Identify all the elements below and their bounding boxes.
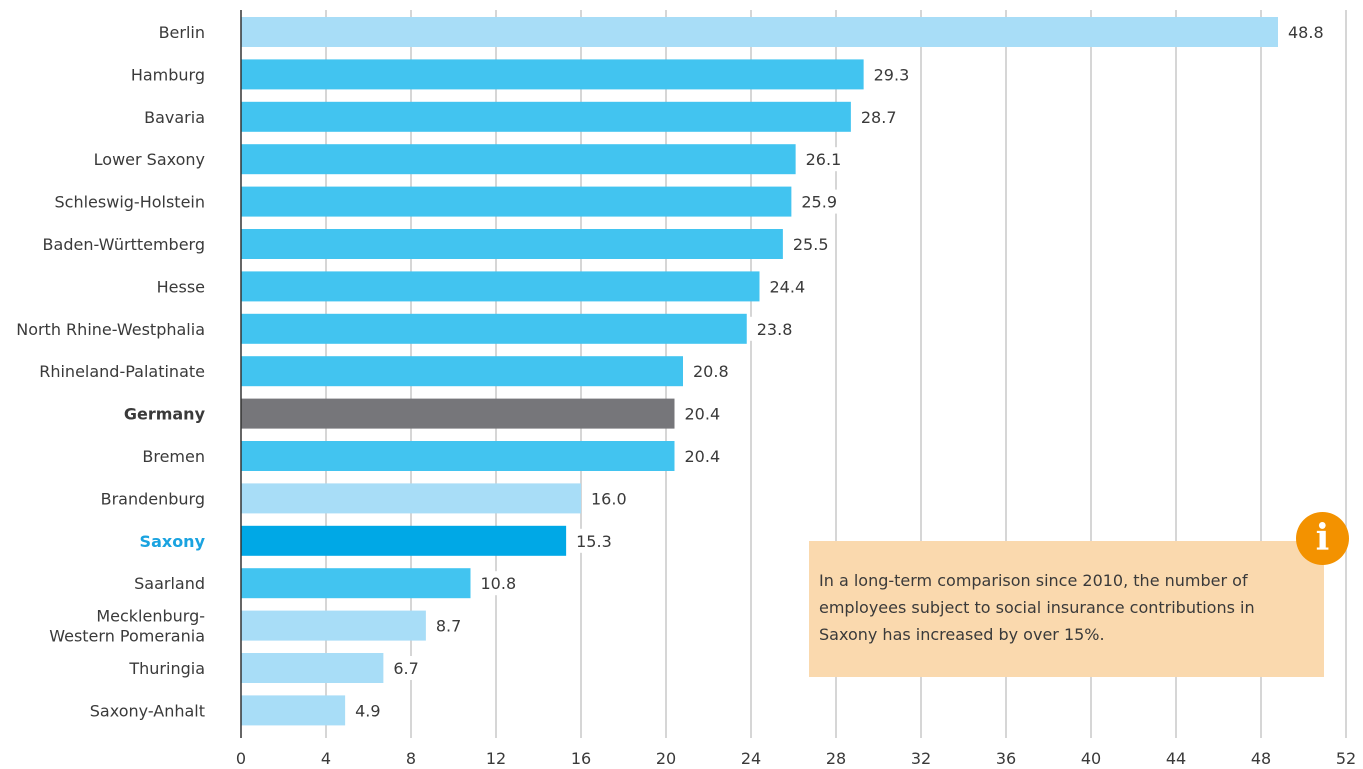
value-label-bg xyxy=(748,316,799,341)
value-label: 26.1 xyxy=(806,150,842,169)
category-label: Thuringia xyxy=(128,659,205,678)
category-label: Hesse xyxy=(157,277,205,296)
value-label-bg xyxy=(676,401,727,426)
value-label-bg xyxy=(583,486,633,511)
bar xyxy=(241,271,760,302)
bar xyxy=(241,483,581,514)
x-tick-label: 4 xyxy=(321,749,331,768)
value-label: 24.4 xyxy=(770,277,806,296)
value-label: 15.3 xyxy=(576,532,612,551)
x-tick-label: 28 xyxy=(826,749,846,768)
bar xyxy=(241,398,675,429)
category-label: Schleswig-Holstein xyxy=(55,193,205,212)
value-label: 6.7 xyxy=(393,659,418,678)
value-label-bg xyxy=(685,359,735,384)
x-tick-label: 12 xyxy=(486,749,506,768)
bar xyxy=(241,695,346,726)
value-label-bg xyxy=(347,698,388,723)
value-label: 25.5 xyxy=(793,235,829,254)
category-label: Baden-Württemberg xyxy=(43,235,205,254)
value-label-bg xyxy=(676,444,727,468)
x-tick-label: 16 xyxy=(571,749,591,768)
value-label: 10.8 xyxy=(481,574,517,593)
value-label-bg xyxy=(568,528,619,553)
value-label: 29.3 xyxy=(874,65,910,84)
bar xyxy=(241,356,683,387)
bar xyxy=(241,313,747,344)
x-tick-labels: 0 4 8 12 16 20 24 28 32 36 40 44 48 52 xyxy=(236,749,1356,768)
category-label: Bremen xyxy=(142,447,205,466)
x-tick-label: 36 xyxy=(996,749,1016,768)
x-tick-label: 52 xyxy=(1336,749,1356,768)
bar xyxy=(241,59,864,90)
value-label: 25.9 xyxy=(801,193,837,212)
bar xyxy=(241,610,426,641)
value-label: 4.9 xyxy=(355,701,380,720)
category-labels: Berlin Hamburg Bavaria Lower Saxony Schleswi… xyxy=(16,23,205,720)
bar xyxy=(241,441,675,471)
value-label-bg xyxy=(472,571,523,596)
bar xyxy=(241,653,384,683)
category-label: Lower Saxony xyxy=(94,150,205,169)
category-label: Hamburg xyxy=(131,65,205,84)
x-tick-label: 32 xyxy=(911,749,931,768)
x-tick-label: 40 xyxy=(1081,749,1101,768)
value-label-bg xyxy=(793,189,844,214)
value-label-bg xyxy=(852,104,903,129)
x-tick-label: 44 xyxy=(1166,749,1186,768)
x-tick-label: 24 xyxy=(741,749,761,768)
category-label: Saxony xyxy=(140,532,206,551)
value-label-bg xyxy=(797,147,848,172)
info-icon: i xyxy=(1296,512,1349,565)
category-label: North Rhine-Westphalia xyxy=(16,320,205,339)
bars xyxy=(241,17,1278,726)
value-label: 16.0 xyxy=(591,489,627,508)
info-note-box: In a long-term comparison since 2010, th… xyxy=(809,541,1324,677)
category-label: Berlin xyxy=(159,23,205,42)
value-label: 48.8 xyxy=(1288,23,1324,42)
x-tick-label: 0 xyxy=(236,749,246,768)
value-label-bg xyxy=(784,232,835,256)
value-label: 28.7 xyxy=(861,108,897,127)
value-label: 20.4 xyxy=(685,405,721,424)
x-tick-label: 48 xyxy=(1251,749,1271,768)
value-label: 8.7 xyxy=(436,617,461,636)
bar xyxy=(241,525,567,556)
value-label-bg xyxy=(761,274,812,299)
bar xyxy=(241,568,471,599)
category-label: Saarland xyxy=(134,574,205,593)
value-label-bg xyxy=(427,613,469,638)
category-label: Mecklenburg-Western Pomerania xyxy=(49,607,205,646)
category-label: Saxony-Anhalt xyxy=(90,701,205,720)
category-label: Bavaria xyxy=(144,108,205,127)
x-tick-label: 8 xyxy=(406,749,416,768)
value-label: 20.8 xyxy=(693,362,729,381)
category-label: Brandenburg xyxy=(101,489,205,508)
value-label-bg xyxy=(865,62,916,87)
bar xyxy=(241,229,783,259)
value-label-bg xyxy=(1280,20,1330,44)
x-tick-label: 20 xyxy=(656,749,676,768)
value-label: 23.8 xyxy=(757,320,793,339)
bar xyxy=(241,17,1278,47)
bar xyxy=(241,186,792,217)
bar xyxy=(241,101,851,132)
category-label: Rhineland-Palatinate xyxy=(39,362,205,381)
bar xyxy=(241,144,796,175)
value-label: 20.4 xyxy=(685,447,721,466)
value-label-bg xyxy=(385,656,426,680)
category-label: Germany xyxy=(124,405,206,424)
info-note-text: In a long-term comparison since 2010, th… xyxy=(819,571,1255,644)
value-labels: 48.8 29.3 28.7 26.1 25.9 25.5 24.4 23.8 20.8 20.4… xyxy=(347,20,1330,723)
